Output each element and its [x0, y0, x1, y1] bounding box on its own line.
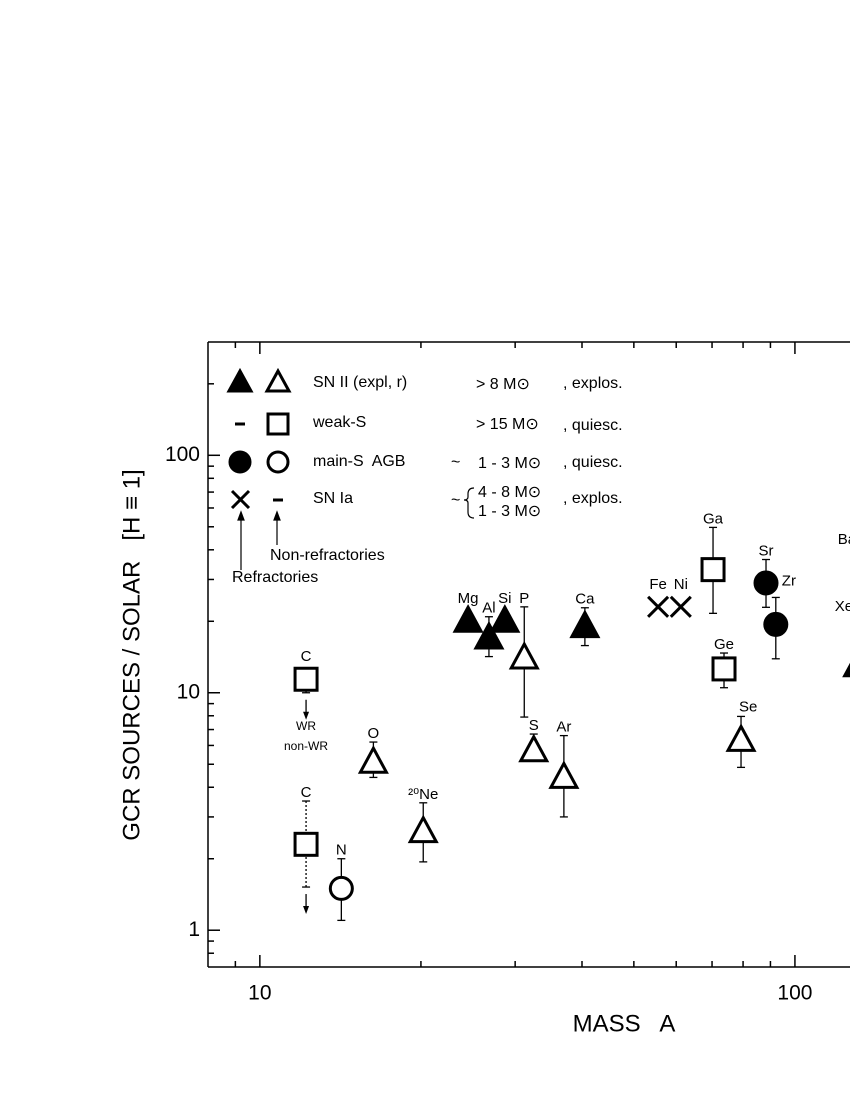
annotation: Refractories: [232, 569, 318, 586]
triangle-marker: [518, 733, 550, 763]
triangle-marker: [508, 640, 540, 670]
legend-tilde: ~: [451, 492, 460, 509]
triangle-marker: [842, 662, 850, 678]
point-label: Al: [482, 600, 495, 617]
error-bar: [302, 800, 311, 888]
x-axis-label: MASS A: [573, 1010, 676, 1037]
annotation: WR: [296, 719, 316, 733]
y-tick-label: 10: [177, 680, 200, 703]
arrowhead: [237, 510, 245, 521]
legend-arrows: [237, 487, 475, 570]
point-label: P: [519, 590, 529, 607]
point-label: ²⁰Ne: [408, 786, 438, 803]
legend-label: weak-S: [312, 414, 366, 431]
legend-mass: 4 - 8 M⊙: [478, 484, 541, 501]
y-tick-label: 100: [165, 443, 200, 466]
circle-marker: [753, 570, 779, 596]
triangle-marker: [407, 814, 439, 844]
square-marker: [711, 656, 737, 682]
legend-mode: , explos.: [563, 375, 623, 392]
point-label: C: [301, 784, 312, 801]
brace: [463, 487, 475, 519]
point-label: Zr: [782, 572, 796, 589]
point-label: Se: [739, 698, 757, 715]
point-label: N: [336, 842, 347, 859]
legend-marker: [266, 412, 290, 436]
legend-mass: 1 - 3 M⊙: [478, 455, 541, 472]
point-label: Sr: [759, 542, 774, 559]
circle-marker: [328, 875, 354, 901]
legend-marker: [266, 450, 290, 474]
annotation: non-WR: [284, 739, 328, 753]
point-label: C: [301, 648, 312, 665]
square-marker: [293, 831, 319, 857]
legend-label: SN II (expl, r): [313, 374, 407, 391]
circle-marker: [763, 611, 789, 637]
y-tick-label: 1: [188, 918, 200, 941]
annotation: Non-refractories: [270, 547, 385, 564]
point-label: O: [368, 725, 380, 742]
legend-marker: [230, 489, 251, 510]
legend: [226, 367, 292, 510]
triangle-marker: [489, 604, 521, 633]
x-tick-label: 100: [777, 982, 812, 1005]
cross-stroke: [669, 595, 692, 618]
limit-arrowhead: [303, 906, 310, 915]
point-label: Mg: [458, 590, 479, 607]
point-label: S: [529, 717, 539, 734]
point-label: Ba: [838, 531, 850, 548]
legend-mass: > 8 M⊙: [476, 376, 530, 393]
point-label: Ga: [703, 510, 724, 527]
legend-mass: > 15 M⊙: [476, 416, 539, 433]
arrowhead: [273, 510, 281, 521]
cross-marker: [647, 595, 670, 618]
legend-label: SN Ia: [313, 490, 353, 507]
triangle-marker: [548, 760, 580, 789]
legend-mode: , quiesc.: [563, 454, 623, 471]
triangle-marker: [452, 604, 484, 633]
legend-mode: , explos.: [563, 490, 623, 507]
legend-tilde: ~: [451, 454, 460, 471]
point-label: Ca: [575, 591, 595, 608]
limit-arrowhead: [303, 711, 310, 720]
cross-marker: [669, 595, 692, 618]
triangle-marker: [725, 723, 757, 752]
point-label: Ni: [674, 576, 688, 593]
legend-mode: , quiesc.: [563, 417, 623, 434]
legend-label: main-S AGB: [313, 453, 405, 470]
triangle-marker: [357, 745, 389, 774]
cross-stroke: [647, 595, 670, 618]
legend-marker: [226, 367, 254, 393]
y-axis-label: GCR SOURCES / SOLAR [H ≡ 1]: [118, 469, 145, 840]
point-label: Ar: [556, 719, 571, 736]
square-marker: [700, 557, 726, 583]
point-label: Ge: [714, 636, 734, 653]
x-tick-label: 10: [248, 982, 271, 1005]
legend-marker: [264, 367, 292, 393]
point-label: Fe: [649, 576, 667, 593]
point-label: Si: [498, 590, 511, 607]
triangle-marker: [569, 609, 601, 639]
legend-mass: 1 - 3 M⊙: [478, 503, 541, 520]
triangle-marker: [473, 620, 505, 650]
point-label: Xe: [835, 598, 850, 615]
legend-marker: [228, 450, 252, 474]
square-marker: [293, 666, 319, 692]
